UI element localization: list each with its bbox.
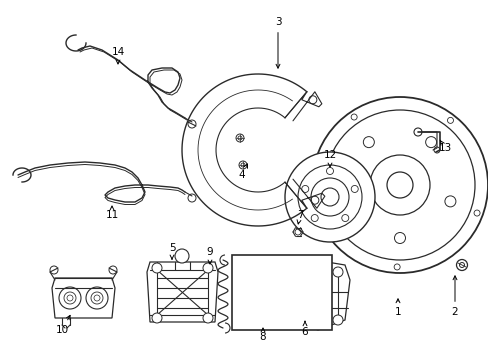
Circle shape xyxy=(152,313,162,323)
Circle shape xyxy=(320,188,338,206)
Circle shape xyxy=(86,287,108,309)
Polygon shape xyxy=(147,262,218,322)
Circle shape xyxy=(310,178,348,216)
Text: 9: 9 xyxy=(206,247,213,264)
Circle shape xyxy=(175,249,189,263)
Text: 4: 4 xyxy=(238,164,247,180)
Circle shape xyxy=(285,152,374,242)
Circle shape xyxy=(203,313,213,323)
Circle shape xyxy=(297,165,361,229)
Text: 13: 13 xyxy=(437,140,451,153)
Text: 5: 5 xyxy=(168,243,175,259)
Text: 8: 8 xyxy=(259,328,266,342)
Polygon shape xyxy=(289,260,349,330)
Text: 12: 12 xyxy=(323,150,336,167)
Text: 11: 11 xyxy=(105,206,119,220)
Circle shape xyxy=(203,263,213,273)
Polygon shape xyxy=(52,278,115,318)
Text: 2: 2 xyxy=(451,276,457,317)
Circle shape xyxy=(59,287,81,309)
Circle shape xyxy=(152,263,162,273)
Text: 3: 3 xyxy=(274,17,281,68)
Polygon shape xyxy=(285,260,323,325)
Text: 10: 10 xyxy=(55,315,70,335)
Circle shape xyxy=(299,315,309,325)
Text: 7: 7 xyxy=(296,210,303,224)
Text: 1: 1 xyxy=(394,299,401,317)
Circle shape xyxy=(332,267,342,277)
Circle shape xyxy=(299,267,309,277)
Text: 6: 6 xyxy=(301,321,307,337)
Bar xyxy=(231,255,331,330)
Circle shape xyxy=(332,315,342,325)
Polygon shape xyxy=(238,260,275,325)
Text: 14: 14 xyxy=(111,47,124,64)
